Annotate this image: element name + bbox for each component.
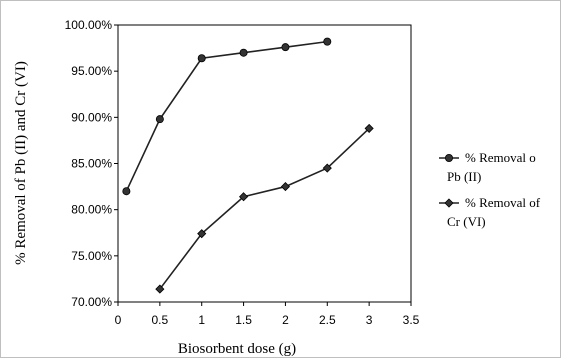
data-point <box>239 192 249 202</box>
y-tick-label: 80.00% <box>71 203 112 217</box>
x-tick-label: 1.5 <box>235 313 252 327</box>
data-point <box>323 37 332 46</box>
legend-swatch-marker <box>444 198 454 208</box>
data-point <box>122 187 131 196</box>
x-tick-label: 2.5 <box>319 313 336 327</box>
x-axis: 0 0.5 1 1.5 2 2.5 3 3.5 <box>115 302 420 327</box>
y-tick-label: 85.00% <box>71 157 112 171</box>
data-point <box>197 229 207 239</box>
legend-label: % Removal o <box>465 150 536 165</box>
y-axis: 70.00% 75.00% 80.00% 85.00% 90.00% 95.00% 100.… <box>65 18 118 309</box>
series-1 <box>122 37 332 196</box>
data-point <box>280 182 290 192</box>
data-point <box>322 163 332 173</box>
series-line <box>159 127 370 290</box>
data-point <box>155 284 165 294</box>
plot-area <box>117 24 412 303</box>
x-tick-label: 2 <box>282 313 289 327</box>
legend-swatch-marker <box>444 153 453 162</box>
x-tick-label: 1 <box>198 313 205 327</box>
legend-item-2: % Removal of Cr (VI) <box>439 195 541 229</box>
data-point <box>197 54 206 63</box>
series-2 <box>155 123 374 294</box>
y-tick-label: 95.00% <box>71 64 112 78</box>
series-layer <box>122 37 374 294</box>
y-tick-label: 100.00% <box>65 18 113 32</box>
y-tick-label: 75.00% <box>71 249 112 263</box>
x-axis-title: Biosorbent dose (g) <box>178 341 296 357</box>
series-line <box>125 40 328 192</box>
data-point <box>364 123 374 133</box>
x-tick-label: 0 <box>115 313 122 327</box>
plot-border <box>117 24 412 303</box>
y-tick-label: 70.00% <box>71 295 112 309</box>
y-axis-title: % Removal of Pb (II) and Cr (VI) <box>13 61 29 265</box>
x-tick-label: 0.5 <box>152 313 169 327</box>
y-tick-label: 90.00% <box>71 110 112 124</box>
data-point <box>155 115 164 124</box>
legend-label: % Removal of <box>465 195 541 210</box>
legend: % Removal o Pb (II) % Removal of Cr (VI) <box>439 150 541 229</box>
legend-item-1: % Removal o Pb (II) <box>439 150 536 184</box>
legend-label: Cr (VI) <box>447 214 486 229</box>
data-point <box>239 48 248 57</box>
x-tick-label: 3 <box>366 313 373 327</box>
x-tick-label: 3.5 <box>403 313 420 327</box>
data-point <box>281 43 290 52</box>
legend-label: Pb (II) <box>447 169 481 184</box>
